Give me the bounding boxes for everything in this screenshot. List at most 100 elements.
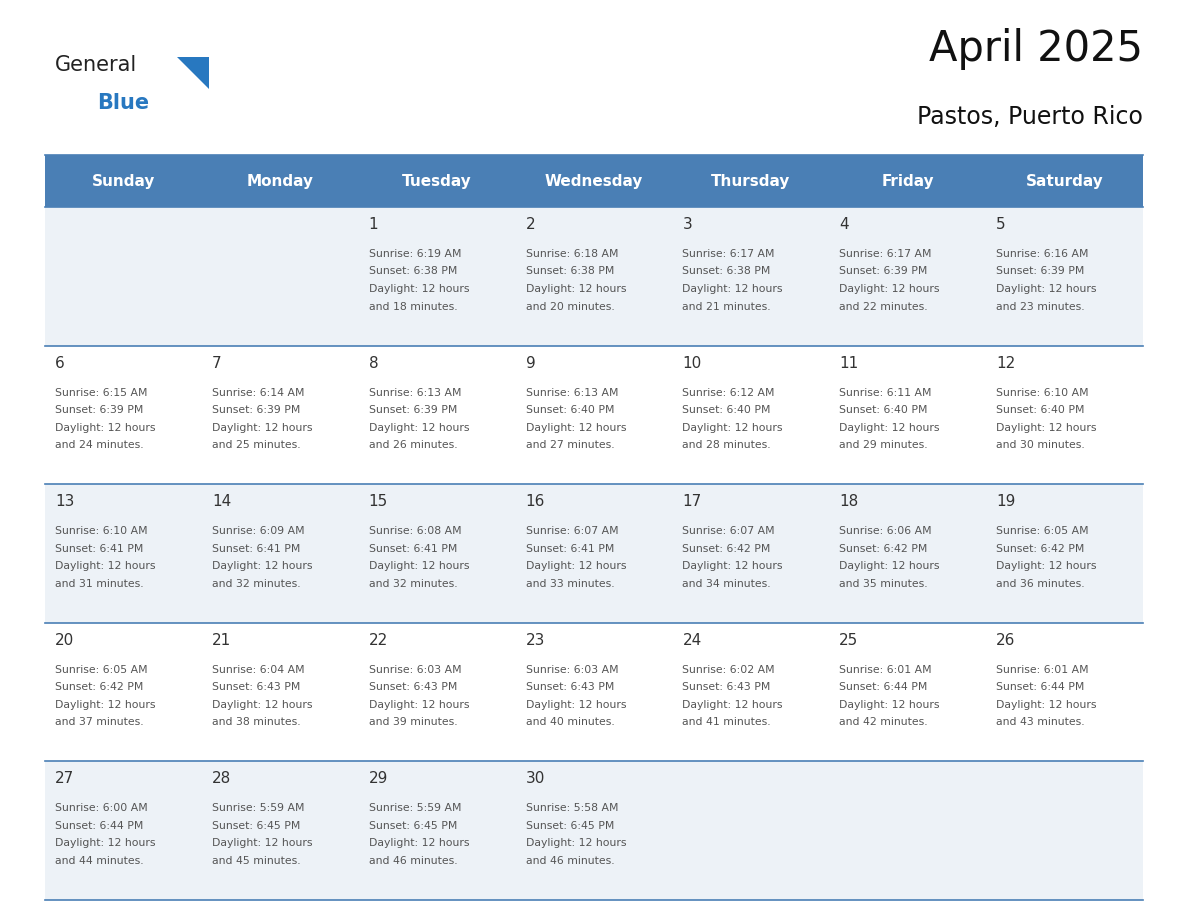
Bar xyxy=(829,761,986,900)
Bar xyxy=(829,207,986,345)
Text: and 34 minutes.: and 34 minutes. xyxy=(682,578,771,588)
Text: Sunset: 6:41 PM: Sunset: 6:41 PM xyxy=(525,543,614,554)
Polygon shape xyxy=(177,57,209,89)
Text: and 18 minutes.: and 18 minutes. xyxy=(368,301,457,311)
Text: and 35 minutes.: and 35 minutes. xyxy=(839,578,928,588)
Text: and 32 minutes.: and 32 minutes. xyxy=(211,578,301,588)
Text: Sunrise: 6:15 AM: Sunrise: 6:15 AM xyxy=(55,387,147,397)
Text: Sunset: 6:44 PM: Sunset: 6:44 PM xyxy=(55,821,144,831)
Text: Sunrise: 6:09 AM: Sunrise: 6:09 AM xyxy=(211,526,304,536)
Bar xyxy=(45,345,202,484)
Text: Daylight: 12 hours: Daylight: 12 hours xyxy=(525,561,626,571)
Text: Blue: Blue xyxy=(97,93,150,113)
Text: 1: 1 xyxy=(368,217,378,232)
Text: Sunrise: 6:11 AM: Sunrise: 6:11 AM xyxy=(839,387,931,397)
Text: Daylight: 12 hours: Daylight: 12 hours xyxy=(368,561,469,571)
Text: Sunrise: 6:01 AM: Sunrise: 6:01 AM xyxy=(839,665,931,675)
Text: and 30 minutes.: and 30 minutes. xyxy=(997,440,1085,450)
Text: Daylight: 12 hours: Daylight: 12 hours xyxy=(368,422,469,432)
Text: Daylight: 12 hours: Daylight: 12 hours xyxy=(368,700,469,710)
Bar xyxy=(672,484,829,622)
Text: 26: 26 xyxy=(997,633,1016,648)
Text: Sunset: 6:39 PM: Sunset: 6:39 PM xyxy=(55,405,144,415)
Text: Sunrise: 6:05 AM: Sunrise: 6:05 AM xyxy=(55,665,147,675)
Text: Daylight: 12 hours: Daylight: 12 hours xyxy=(997,561,1097,571)
Text: and 32 minutes.: and 32 minutes. xyxy=(368,578,457,588)
Text: Sunset: 6:41 PM: Sunset: 6:41 PM xyxy=(55,543,144,554)
Text: Sunset: 6:43 PM: Sunset: 6:43 PM xyxy=(211,682,301,692)
Text: Sunset: 6:40 PM: Sunset: 6:40 PM xyxy=(525,405,614,415)
Text: Daylight: 12 hours: Daylight: 12 hours xyxy=(211,561,312,571)
Text: Daylight: 12 hours: Daylight: 12 hours xyxy=(839,700,940,710)
Bar xyxy=(202,207,359,345)
Text: and 20 minutes.: and 20 minutes. xyxy=(525,301,614,311)
Bar xyxy=(45,155,202,207)
Text: Sunrise: 6:10 AM: Sunrise: 6:10 AM xyxy=(997,387,1088,397)
Text: and 46 minutes.: and 46 minutes. xyxy=(368,856,457,866)
Bar xyxy=(516,484,672,622)
Text: Sunrise: 6:02 AM: Sunrise: 6:02 AM xyxy=(682,665,775,675)
Bar xyxy=(829,155,986,207)
Text: Sunset: 6:44 PM: Sunset: 6:44 PM xyxy=(997,682,1085,692)
Text: Tuesday: Tuesday xyxy=(403,174,472,188)
Text: Wednesday: Wednesday xyxy=(545,174,643,188)
Bar xyxy=(202,761,359,900)
Text: and 43 minutes.: and 43 minutes. xyxy=(997,717,1085,727)
Text: Sunset: 6:42 PM: Sunset: 6:42 PM xyxy=(997,543,1085,554)
Text: Daylight: 12 hours: Daylight: 12 hours xyxy=(55,700,156,710)
Text: and 38 minutes.: and 38 minutes. xyxy=(211,717,301,727)
Bar xyxy=(202,155,359,207)
Bar xyxy=(986,484,1143,622)
Text: Daylight: 12 hours: Daylight: 12 hours xyxy=(839,422,940,432)
Text: Sunset: 6:43 PM: Sunset: 6:43 PM xyxy=(525,682,614,692)
Bar xyxy=(45,761,202,900)
Bar xyxy=(516,761,672,900)
Text: 13: 13 xyxy=(55,494,75,509)
Text: Sunrise: 6:17 AM: Sunrise: 6:17 AM xyxy=(839,249,931,259)
Text: and 29 minutes.: and 29 minutes. xyxy=(839,440,928,450)
Text: 3: 3 xyxy=(682,217,693,232)
Text: and 45 minutes.: and 45 minutes. xyxy=(211,856,301,866)
Bar xyxy=(829,484,986,622)
Bar xyxy=(359,207,516,345)
Text: Sunrise: 6:13 AM: Sunrise: 6:13 AM xyxy=(525,387,618,397)
Text: Sunset: 6:45 PM: Sunset: 6:45 PM xyxy=(211,821,301,831)
Text: 29: 29 xyxy=(368,771,388,787)
Text: Sunrise: 6:17 AM: Sunrise: 6:17 AM xyxy=(682,249,775,259)
Text: and 46 minutes.: and 46 minutes. xyxy=(525,856,614,866)
Text: Daylight: 12 hours: Daylight: 12 hours xyxy=(525,700,626,710)
Text: Friday: Friday xyxy=(881,174,934,188)
Text: 27: 27 xyxy=(55,771,74,787)
Text: Sunset: 6:39 PM: Sunset: 6:39 PM xyxy=(211,405,301,415)
Text: Sunrise: 6:19 AM: Sunrise: 6:19 AM xyxy=(368,249,461,259)
Text: Daylight: 12 hours: Daylight: 12 hours xyxy=(839,284,940,294)
Text: Sunset: 6:42 PM: Sunset: 6:42 PM xyxy=(839,543,928,554)
Text: 25: 25 xyxy=(839,633,859,648)
Text: and 28 minutes.: and 28 minutes. xyxy=(682,440,771,450)
Text: Daylight: 12 hours: Daylight: 12 hours xyxy=(55,422,156,432)
Text: 10: 10 xyxy=(682,355,702,371)
Text: Sunrise: 6:01 AM: Sunrise: 6:01 AM xyxy=(997,665,1088,675)
Text: Sunset: 6:44 PM: Sunset: 6:44 PM xyxy=(839,682,928,692)
Text: and 27 minutes.: and 27 minutes. xyxy=(525,440,614,450)
Text: Pastos, Puerto Rico: Pastos, Puerto Rico xyxy=(917,105,1143,129)
Text: Sunrise: 6:18 AM: Sunrise: 6:18 AM xyxy=(525,249,618,259)
Text: 15: 15 xyxy=(368,494,388,509)
Text: 11: 11 xyxy=(839,355,859,371)
Bar xyxy=(672,345,829,484)
Bar xyxy=(45,207,202,345)
Text: and 44 minutes.: and 44 minutes. xyxy=(55,856,144,866)
Text: 19: 19 xyxy=(997,494,1016,509)
Text: 12: 12 xyxy=(997,355,1016,371)
Text: and 42 minutes.: and 42 minutes. xyxy=(839,717,928,727)
Bar xyxy=(986,622,1143,761)
Text: Daylight: 12 hours: Daylight: 12 hours xyxy=(839,561,940,571)
Text: and 24 minutes.: and 24 minutes. xyxy=(55,440,144,450)
Text: Daylight: 12 hours: Daylight: 12 hours xyxy=(682,700,783,710)
Text: Daylight: 12 hours: Daylight: 12 hours xyxy=(55,838,156,848)
Text: Sunset: 6:43 PM: Sunset: 6:43 PM xyxy=(368,682,457,692)
Text: Sunrise: 6:03 AM: Sunrise: 6:03 AM xyxy=(525,665,618,675)
Text: Sunset: 6:41 PM: Sunset: 6:41 PM xyxy=(211,543,301,554)
Text: Daylight: 12 hours: Daylight: 12 hours xyxy=(682,561,783,571)
Text: 16: 16 xyxy=(525,494,545,509)
